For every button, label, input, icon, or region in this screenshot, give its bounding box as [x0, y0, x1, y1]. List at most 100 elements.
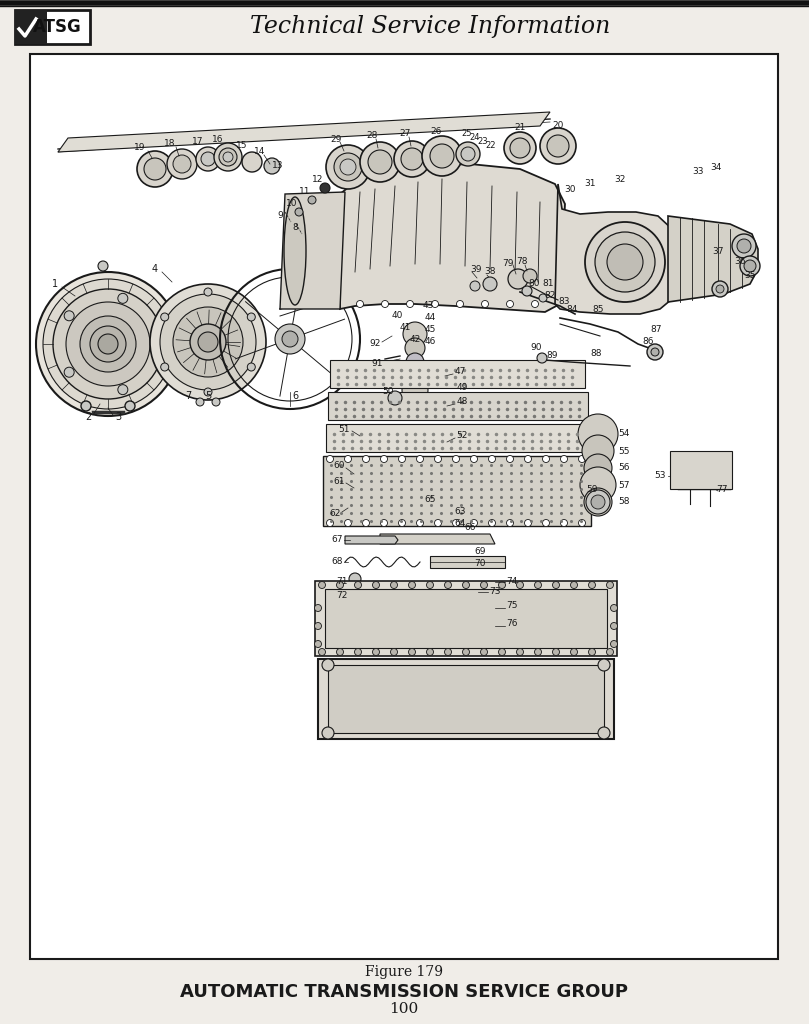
- Bar: [30, 54, 778, 959]
- Text: 87: 87: [650, 326, 662, 335]
- Circle shape: [362, 456, 370, 463]
- Polygon shape: [668, 216, 758, 302]
- Circle shape: [315, 604, 321, 611]
- Text: 37: 37: [712, 247, 724, 256]
- Polygon shape: [280, 193, 345, 309]
- Text: 57: 57: [618, 480, 629, 489]
- Circle shape: [444, 582, 451, 589]
- Text: 19: 19: [134, 143, 146, 153]
- Circle shape: [406, 300, 413, 307]
- Text: 16: 16: [212, 135, 224, 144]
- Text: 11: 11: [299, 186, 311, 196]
- Circle shape: [66, 302, 150, 386]
- Circle shape: [401, 148, 423, 170]
- Circle shape: [607, 582, 613, 589]
- Circle shape: [405, 338, 425, 358]
- Text: 40: 40: [392, 311, 403, 321]
- Text: 77: 77: [716, 484, 728, 494]
- Circle shape: [506, 519, 514, 526]
- Text: 89: 89: [546, 351, 557, 360]
- Circle shape: [337, 648, 344, 655]
- Circle shape: [607, 648, 613, 655]
- Text: 53: 53: [654, 471, 666, 480]
- Circle shape: [481, 648, 488, 655]
- Text: 50: 50: [382, 387, 394, 396]
- Circle shape: [372, 648, 379, 655]
- Circle shape: [508, 269, 528, 289]
- Circle shape: [430, 144, 454, 168]
- Circle shape: [426, 648, 434, 655]
- Bar: [358, 584, 443, 598]
- Bar: [323, 456, 591, 526]
- Circle shape: [591, 495, 605, 509]
- Circle shape: [434, 519, 442, 526]
- Text: 75: 75: [506, 601, 518, 610]
- Circle shape: [463, 582, 469, 589]
- Circle shape: [570, 582, 578, 589]
- Text: 39: 39: [470, 264, 481, 273]
- Circle shape: [282, 331, 298, 347]
- Circle shape: [489, 519, 495, 526]
- Bar: [430, 556, 505, 568]
- Circle shape: [585, 222, 665, 302]
- Text: 81: 81: [542, 280, 553, 289]
- Circle shape: [561, 456, 567, 463]
- Circle shape: [81, 401, 91, 411]
- Circle shape: [264, 158, 280, 174]
- Circle shape: [498, 648, 506, 655]
- Text: 52: 52: [456, 431, 468, 440]
- Circle shape: [588, 648, 595, 655]
- Circle shape: [737, 239, 751, 253]
- Bar: [670, 451, 732, 489]
- Polygon shape: [380, 534, 495, 544]
- Circle shape: [308, 196, 316, 204]
- Text: 76: 76: [506, 620, 518, 629]
- Text: 36: 36: [735, 257, 746, 266]
- Circle shape: [578, 519, 586, 526]
- Circle shape: [242, 152, 262, 172]
- Circle shape: [125, 401, 135, 411]
- Circle shape: [578, 456, 586, 463]
- Text: 13: 13: [273, 162, 284, 171]
- Circle shape: [580, 467, 616, 503]
- Circle shape: [340, 159, 356, 175]
- Polygon shape: [340, 164, 565, 312]
- Circle shape: [118, 293, 128, 303]
- Circle shape: [409, 582, 416, 589]
- Circle shape: [584, 454, 612, 482]
- Text: 41: 41: [400, 324, 411, 333]
- Circle shape: [539, 294, 547, 302]
- Circle shape: [504, 132, 536, 164]
- Circle shape: [248, 313, 256, 321]
- Text: 67: 67: [331, 535, 343, 544]
- Text: 18: 18: [164, 139, 176, 148]
- Circle shape: [716, 285, 724, 293]
- Circle shape: [223, 152, 233, 162]
- Text: 31: 31: [584, 179, 595, 188]
- Polygon shape: [345, 536, 398, 544]
- Text: 26: 26: [430, 127, 442, 135]
- Bar: [315, 581, 617, 656]
- Circle shape: [426, 582, 434, 589]
- Circle shape: [588, 582, 595, 589]
- Text: 83: 83: [558, 298, 570, 306]
- Ellipse shape: [284, 197, 306, 305]
- Circle shape: [547, 135, 569, 157]
- Circle shape: [434, 456, 442, 463]
- Polygon shape: [555, 184, 672, 314]
- Text: 3: 3: [115, 412, 121, 422]
- Circle shape: [516, 582, 523, 589]
- Circle shape: [388, 391, 402, 406]
- Circle shape: [219, 148, 237, 166]
- Text: 61: 61: [333, 476, 345, 485]
- Text: 6: 6: [292, 391, 298, 401]
- Text: 82: 82: [544, 292, 556, 300]
- Circle shape: [506, 300, 514, 307]
- Text: 63: 63: [454, 508, 466, 516]
- Text: 4: 4: [152, 264, 158, 274]
- Text: 100: 100: [389, 1002, 418, 1016]
- Text: 28: 28: [366, 131, 378, 140]
- Circle shape: [471, 519, 477, 526]
- Text: 58: 58: [618, 498, 629, 507]
- Circle shape: [354, 582, 362, 589]
